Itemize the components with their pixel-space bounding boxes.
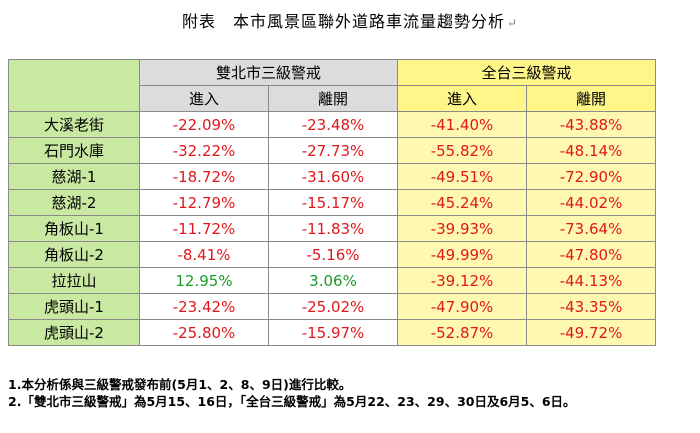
table-cell: -52.87%: [397, 319, 528, 346]
group-header-row: 雙北市三級警戒 全台三級警戒: [8, 59, 657, 112]
table-row: 慈湖-1 -18.72% -31.60% -49.51% -72.90%: [8, 163, 657, 190]
row-place-label: 大溪老街: [8, 111, 140, 138]
table-cell: -43.88%: [526, 111, 657, 138]
row-place-label: 慈湖-1: [8, 163, 140, 190]
row-place-label: 慈湖-2: [8, 189, 140, 216]
table-cell: -49.72%: [526, 319, 657, 346]
group-header-taipei: 雙北市三級警戒: [138, 59, 399, 86]
table-cell: -44.02%: [526, 189, 657, 216]
table-cell: -23.42%: [139, 293, 269, 320]
table-row: 虎頭山-1 -23.42% -25.02% -47.90% -43.35%: [8, 293, 657, 320]
table-cell: -15.17%: [267, 189, 399, 216]
table-cell: -39.12%: [397, 267, 528, 294]
table-cell: -41.40%: [397, 111, 528, 138]
row-place-label: 虎頭山-2: [8, 319, 140, 346]
table-cell: -72.90%: [526, 163, 657, 190]
table-cell: -18.72%: [139, 163, 269, 190]
table-row: 大溪老街 -22.09% -23.48% -41.40% -43.88%: [8, 111, 657, 138]
subheader-enter: 進入: [139, 85, 269, 112]
corner-cell: [8, 59, 140, 112]
table-cell: -22.09%: [139, 111, 269, 138]
table-cell: -8.41%: [139, 241, 269, 268]
table-cell: -12.79%: [139, 189, 269, 216]
table-cell: -23.48%: [267, 111, 399, 138]
table-row: 拉拉山 12.95% 3.06% -39.12% -44.13%: [8, 267, 657, 294]
table-cell: -11.83%: [267, 215, 399, 242]
title-text: 附表 本市風景區聯外道路車流量趨勢分析: [181, 12, 505, 31]
table-cell: -11.72%: [139, 215, 269, 242]
table-cell: -49.51%: [397, 163, 528, 190]
table-row: 慈湖-2 -12.79% -15.17% -45.24% -44.02%: [8, 189, 657, 216]
table-cell: 12.95%: [139, 267, 269, 294]
table-cell: -25.80%: [139, 319, 269, 346]
table-cell: -47.80%: [526, 241, 657, 268]
subheader-exit: 離開: [526, 85, 657, 112]
document-title: 附表 本市風景區聯外道路車流量趨勢分析 ↵: [0, 8, 700, 32]
table-row: 虎頭山-2 -25.80% -15.97% -52.87% -49.72%: [8, 319, 657, 346]
table-cell: 3.06%: [267, 267, 399, 294]
table-cell: -48.14%: [526, 137, 657, 164]
table-body: 大溪老街 -22.09% -23.48% -41.40% -43.88% 石門水庫 -32.…: [8, 111, 657, 346]
table-cell: -44.13%: [526, 267, 657, 294]
footnote: 2.「雙北市三級警戒」為5月15、16日，「全台三級警戒」為5月22、23、29…: [8, 394, 576, 409]
footnote: 1.本分析係與三級警戒發布前(5月1、2、8、9日)進行比較。: [8, 377, 352, 392]
table-cell: -27.73%: [267, 137, 399, 164]
table-cell: -5.16%: [267, 241, 399, 268]
row-place-label: 石門水庫: [8, 137, 140, 164]
footnotes: 1.本分析係與三級警戒發布前(5月1、2、8、9日)進行比較。 2.「雙北市三級…: [8, 376, 698, 410]
table-row: 角板山-2 -8.41% -5.16% -49.99% -47.80%: [8, 241, 657, 268]
row-place-label: 角板山-1: [8, 215, 140, 242]
table-cell: -73.64%: [526, 215, 657, 242]
table-cell: -45.24%: [397, 189, 528, 216]
table-cell: -31.60%: [267, 163, 399, 190]
row-place-label: 角板山-2: [8, 241, 140, 268]
table-cell: -39.93%: [397, 215, 528, 242]
table-row: 角板山-1 -11.72% -11.83% -39.93% -73.64%: [8, 215, 657, 242]
table-cell: -47.90%: [397, 293, 528, 320]
table-row: 石門水庫 -32.22% -27.73% -55.82% -48.14%: [8, 137, 657, 164]
subheader-enter: 進入: [397, 85, 528, 112]
row-place-label: 拉拉山: [8, 267, 140, 294]
group-header-nationwide: 全台三級警戒: [397, 59, 657, 86]
sub-header-row: 進入 離開 進入 離開: [9, 85, 657, 112]
table-cell: -43.35%: [526, 293, 657, 320]
table-cell: -32.22%: [139, 137, 269, 164]
table-cell: -25.02%: [267, 293, 399, 320]
traffic-trend-table: 雙北市三級警戒 全台三級警戒 進入 離開 進入 離開 大溪老街 -22.09% -2…: [8, 59, 657, 346]
paragraph-mark-icon: ↵: [506, 16, 519, 30]
table-cell: -15.97%: [267, 319, 399, 346]
row-place-label: 虎頭山-1: [8, 293, 140, 320]
table-cell: -55.82%: [397, 137, 528, 164]
table-cell: -49.99%: [397, 241, 528, 268]
subheader-exit: 離開: [267, 85, 399, 112]
